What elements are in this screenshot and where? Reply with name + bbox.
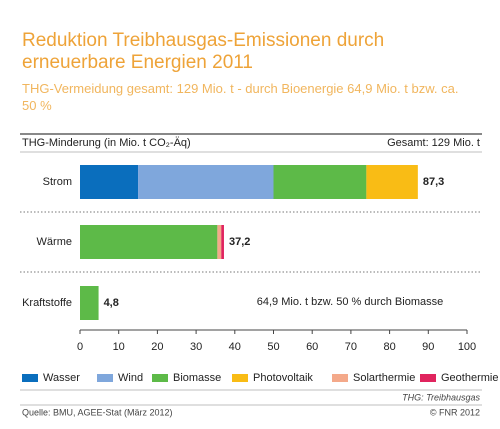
legend-label: Wind <box>118 372 143 384</box>
legend-label: Wasser <box>43 372 80 384</box>
x-tick-label: 0 <box>77 341 83 353</box>
bar-segment <box>217 225 222 259</box>
total-label: 4,8 <box>104 297 119 309</box>
bar-segment <box>366 165 418 199</box>
bar-segment <box>221 225 224 259</box>
bar-segment <box>138 165 274 199</box>
total-label: 37,2 <box>229 236 250 248</box>
x-tick-label: 40 <box>229 341 241 353</box>
total-label: 87,3 <box>423 176 444 188</box>
x-tick-label: 100 <box>458 341 476 353</box>
x-tick-label: 10 <box>113 341 125 353</box>
x-tick-label: 80 <box>383 341 395 353</box>
source: Quelle: BMU, AGEE-Stat (März 2012) <box>22 407 173 417</box>
y-tick-label: Strom <box>43 176 72 188</box>
legend-label: Geothermie <box>441 372 498 384</box>
x-tick-label: 30 <box>190 341 202 353</box>
legend-swatch <box>332 374 348 382</box>
x-tick-label: 50 <box>267 341 279 353</box>
x-tick-label: 90 <box>422 341 434 353</box>
y-tick-label: Kraftstoffe <box>22 297 72 309</box>
bar-segment <box>80 286 99 320</box>
legend-swatch <box>22 374 38 382</box>
bar-segment <box>80 165 139 199</box>
x-tick-label: 70 <box>345 341 357 353</box>
legend-label: Biomasse <box>173 372 221 384</box>
chart-subtitle: THG-Vermeidung gesamt: 129 Mio. t - durc… <box>22 81 459 113</box>
x-tick-label: 20 <box>151 341 163 353</box>
axis-label: THG-Minderung (in Mio. t CO₂-Äq) <box>22 137 191 149</box>
legend-label: Solarthermie <box>353 372 415 384</box>
legend-label: Photovoltaik <box>253 372 313 384</box>
chart-title: Reduktion Treibhausgas-Emissionen durch … <box>22 30 385 73</box>
legend-swatch <box>232 374 248 382</box>
annotation: 64,9 Mio. t bzw. 50 % durch Biomasse <box>257 296 443 308</box>
bar-segment <box>80 225 218 259</box>
legend-swatch <box>152 374 168 382</box>
bar-segment <box>273 165 367 199</box>
legend-swatch <box>420 374 436 382</box>
legend-swatch <box>97 374 113 382</box>
y-tick-label: Wärme <box>37 236 72 248</box>
copyright: © FNR 2012 <box>430 407 480 417</box>
footnote: THG: Treibhausgas <box>402 392 480 402</box>
x-tick-label: 60 <box>306 341 318 353</box>
total-note: Gesamt: 129 Mio. t <box>387 137 480 149</box>
